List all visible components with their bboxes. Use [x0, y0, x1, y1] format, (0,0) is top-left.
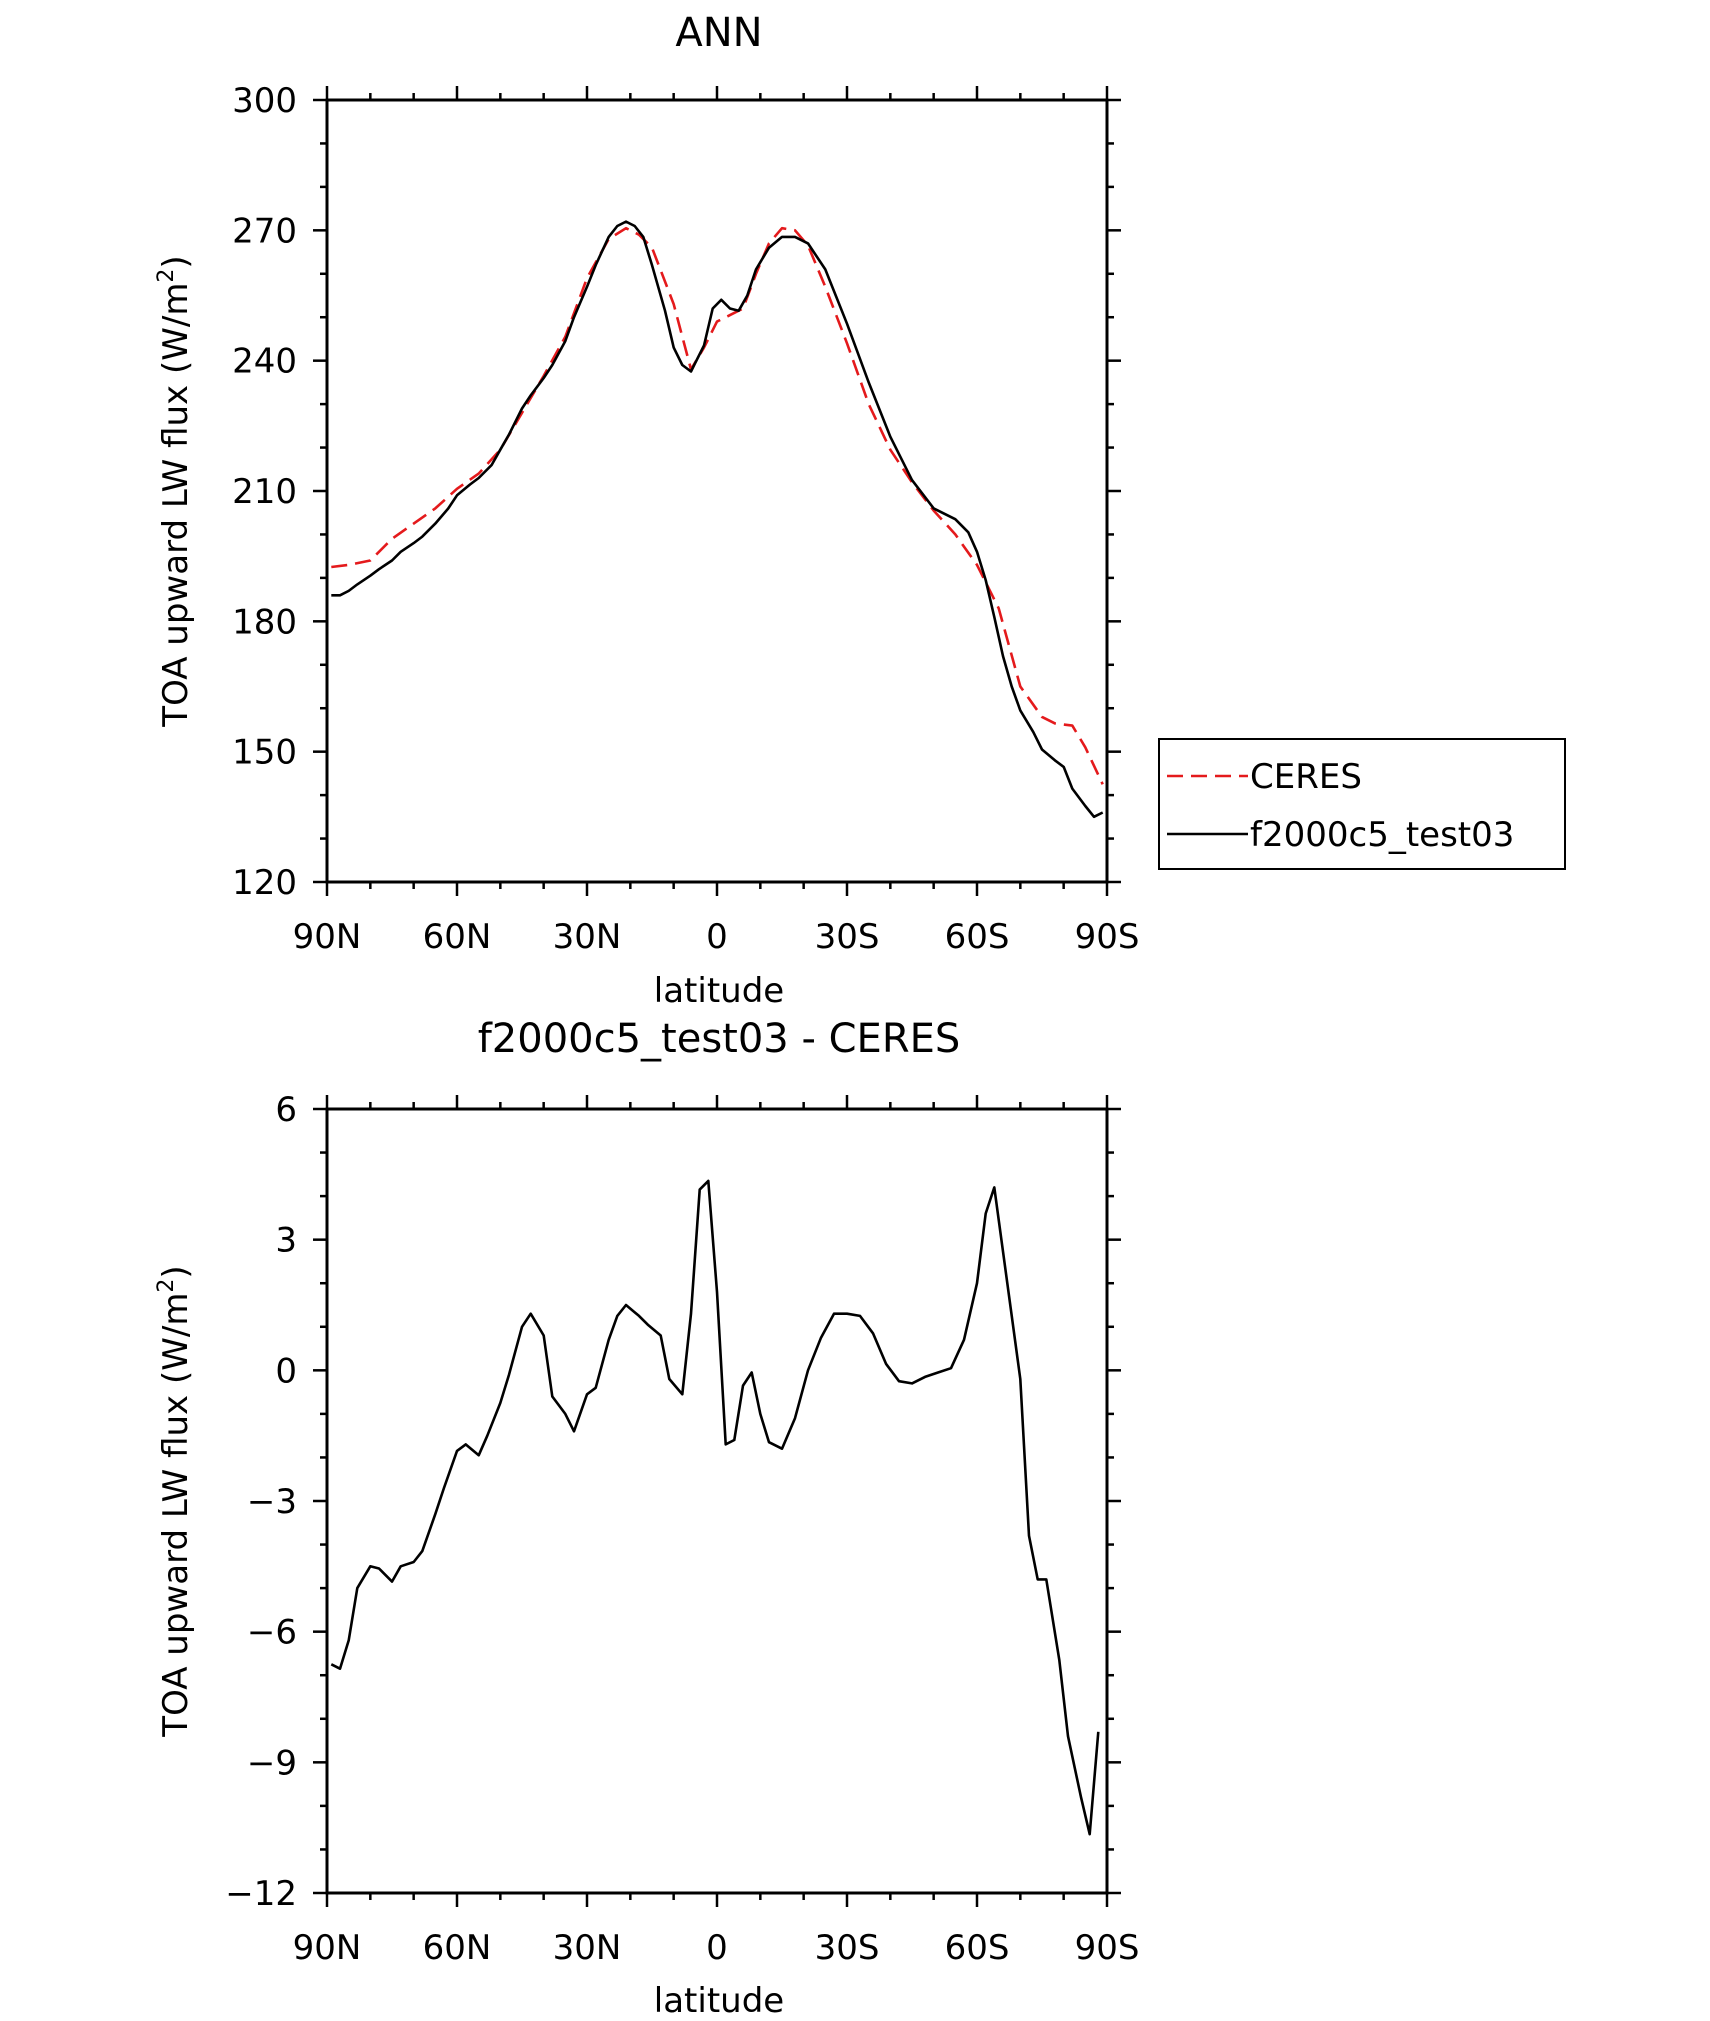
bottom-series-line-difference	[330, 1179, 1100, 1836]
bottom-x-tick-label: 90N	[293, 1928, 362, 1968]
bottom-y-axis-label: TOA upward LW flux (W/m2)	[154, 1265, 196, 1737]
top-x-tick-label: 60N	[423, 917, 492, 957]
bottom-y-tick-label: 3	[275, 1221, 297, 1261]
bottom-x-tick-label: 0	[706, 1928, 728, 1968]
bottom-y-axis-label-sup: 2	[154, 1279, 179, 1293]
top-x-tick-label: 60S	[945, 917, 1010, 957]
bottom-x-tick-label: 60S	[945, 1928, 1010, 1968]
legend-model-label: f2000c5_test03	[1250, 815, 1514, 855]
top-series-line-f2000c5-test03	[331, 220, 1104, 819]
top-y-axis-label-text: TOA upward LW flux (W/m	[156, 283, 196, 728]
top-y-tick-label: 180	[232, 602, 297, 642]
bottom-y-tick-label: −9	[247, 1743, 297, 1783]
top-x-tick-label: 90N	[293, 917, 362, 957]
top-y-tick-label: 270	[232, 211, 297, 251]
top-y-tick-label: 240	[232, 342, 297, 382]
top-x-axis-label: latitude	[654, 971, 784, 1011]
top-y-ticks: 120 150 180 210 240 270 300	[232, 81, 1121, 903]
bottom-x-tick-label: 60N	[423, 1928, 492, 1968]
bottom-x-ticks: 90N 60N 30N 0 30S 60S 90S	[293, 1095, 1140, 1968]
top-x-tick-label: 90S	[1075, 917, 1140, 957]
top-x-tick-label: 30N	[553, 917, 622, 957]
bottom-x-tick-label: 30S	[815, 1928, 880, 1968]
top-plot-frame	[325, 98, 1109, 884]
bottom-y-axis-label-text: TOA upward LW flux (W/m	[156, 1293, 196, 1738]
top-x-tick-label: 30S	[815, 917, 880, 957]
bottom-y-tick-label: −12	[225, 1874, 297, 1914]
bottom-series-layer	[330, 1179, 1100, 1836]
top-y-tick-label: 120	[232, 863, 297, 903]
top-y-axis-label-close: )	[156, 255, 196, 268]
bottom-x-tick-label: 90S	[1075, 1928, 1140, 1968]
top-y-tick-label: 150	[232, 733, 297, 773]
bottom-y-tick-label: 6	[275, 1090, 297, 1130]
bottom-x-axis-label: latitude	[654, 1981, 784, 2021]
bottom-y-tick-label: −6	[247, 1613, 297, 1653]
legend: CERES f2000c5_test03	[1158, 738, 1566, 870]
top-y-tick-label: 300	[232, 81, 297, 121]
top-chart-title: ANN	[675, 10, 762, 56]
top-x-tick-label: 0	[706, 917, 728, 957]
bottom-panel: f2000c5_test03 - CERES −12 −9 −6 −3 0 3 6 90N 6…	[154, 1016, 1139, 2021]
bottom-x-tick-label: 30N	[553, 1928, 622, 1968]
top-panel: ANN 120 150 180 210 240 270 300 90N 60N 30N 0 30S 6…	[154, 10, 1566, 1011]
top-y-tick-label: 210	[232, 472, 297, 512]
bottom-y-axis-label-close: )	[156, 1265, 196, 1278]
top-series-layer	[331, 220, 1104, 819]
legend-ceres-label: CERES	[1250, 757, 1362, 797]
bottom-chart-title: f2000c5_test03 - CERES	[478, 1016, 961, 1062]
top-y-axis-label-sup: 2	[154, 269, 179, 283]
bottom-y-tick-label: 0	[275, 1351, 297, 1391]
bottom-plot-frame	[325, 1107, 1109, 1895]
legend-box	[1158, 738, 1566, 870]
top-y-axis-label: TOA upward LW flux (W/m2)	[154, 255, 196, 727]
top-series-line-ceres	[331, 226, 1104, 785]
bottom-y-ticks: −12 −9 −6 −3 0 3 6	[225, 1090, 1121, 1914]
bottom-y-tick-label: −3	[247, 1482, 297, 1522]
top-x-ticks: 90N 60N 30N 0 30S 60S 90S	[293, 86, 1140, 957]
